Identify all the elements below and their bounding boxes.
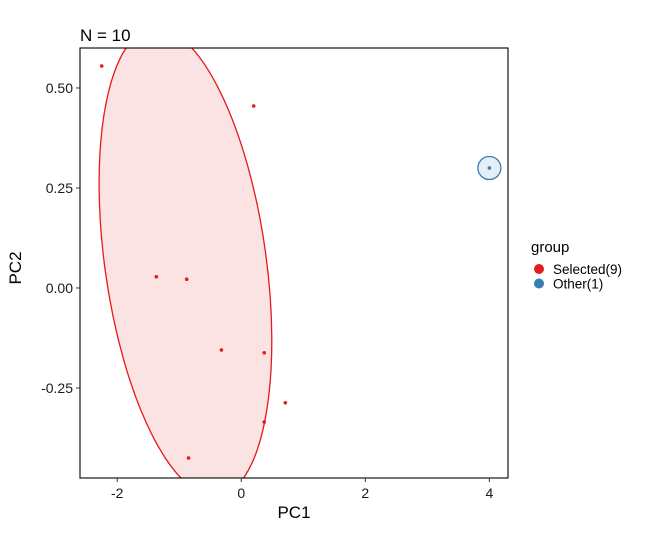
x-axis-title: PC1 [277,503,310,522]
y-axis-title: PC2 [6,251,25,284]
x-tick-label: 4 [485,485,493,501]
data-point-selected [283,401,288,405]
data-point-selected [99,64,104,68]
plot-panel [79,47,509,479]
legend-key-selected [534,264,544,274]
y-axis: -0.25 0.00 0.25 0.50 [41,80,80,396]
points-layer [99,64,492,460]
y-tick-label: 0.50 [46,80,73,96]
data-point-selected [262,351,267,355]
x-tick-label: 2 [361,485,369,501]
legend-key-other [534,278,544,289]
y-tick-label: 0.00 [46,280,73,296]
confidence-ellipse-selected [98,48,273,478]
data-point-selected [262,420,267,424]
y-tick-label: 0.25 [46,180,73,196]
legend: group Selected(9)Other(1) [531,239,622,292]
x-axis: -2 0 2 4 [111,478,493,501]
ellipse-layer [98,48,502,478]
data-point-selected [251,104,256,108]
data-point-selected [186,456,191,460]
data-point-selected [184,277,189,282]
data-point-selected [154,275,159,279]
data-point-other [487,166,492,170]
x-tick-label: -2 [111,485,124,501]
legend-label-other: Other(1) [553,277,603,292]
legend-title: group [531,239,569,256]
y-tick-label: -0.25 [41,380,73,396]
x-tick-label: 0 [237,485,245,501]
chart-title: N = 10 [80,26,131,45]
legend-label-selected: Selected(9) [553,262,622,277]
data-point-selected [219,348,224,352]
